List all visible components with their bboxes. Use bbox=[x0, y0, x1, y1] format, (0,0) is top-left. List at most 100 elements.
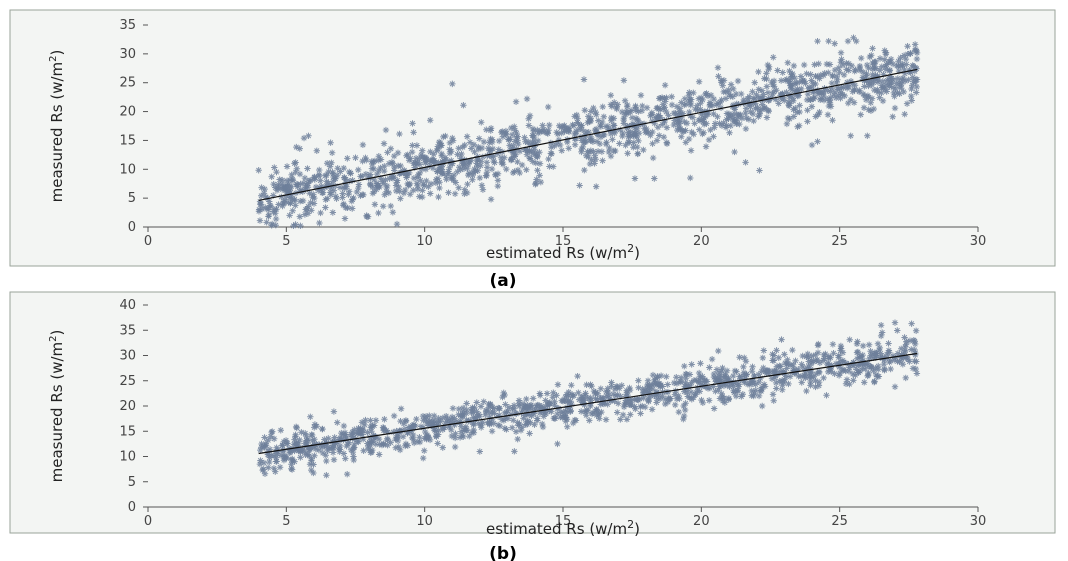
data-point bbox=[310, 469, 317, 477]
data-point bbox=[758, 106, 766, 113]
data-point bbox=[273, 168, 280, 176]
data-point bbox=[754, 104, 761, 111]
data-point bbox=[808, 83, 816, 91]
data-point bbox=[581, 408, 589, 416]
data-point bbox=[871, 349, 878, 356]
data-point bbox=[651, 392, 658, 399]
data-point bbox=[455, 405, 463, 413]
data-point bbox=[465, 170, 473, 177]
data-point bbox=[414, 185, 422, 193]
data-point bbox=[639, 402, 646, 410]
data-point bbox=[532, 405, 539, 412]
data-point bbox=[520, 415, 527, 422]
data-point bbox=[752, 386, 759, 394]
data-point bbox=[661, 82, 669, 89]
data-point bbox=[823, 60, 831, 68]
data-point bbox=[286, 176, 294, 184]
data-point bbox=[286, 212, 293, 219]
data-point bbox=[366, 434, 374, 441]
data-point bbox=[526, 112, 534, 119]
data-point bbox=[763, 70, 770, 77]
data-point bbox=[868, 363, 875, 371]
data-point bbox=[505, 404, 513, 411]
data-point bbox=[383, 184, 390, 192]
data-point bbox=[619, 411, 627, 419]
data-point bbox=[466, 158, 473, 165]
data-point bbox=[673, 119, 681, 127]
data-point bbox=[812, 80, 819, 88]
data-point bbox=[693, 102, 701, 109]
data-point bbox=[714, 64, 722, 71]
data-point bbox=[544, 103, 552, 111]
data-point bbox=[572, 127, 580, 135]
data-point bbox=[668, 93, 675, 100]
data-point bbox=[896, 90, 903, 97]
data-point bbox=[763, 83, 771, 90]
data-point bbox=[750, 95, 757, 102]
data-point bbox=[614, 409, 621, 416]
data-point bbox=[268, 220, 276, 228]
data-point bbox=[477, 424, 485, 431]
data-point bbox=[875, 366, 882, 373]
data-point bbox=[354, 438, 361, 445]
data-point bbox=[463, 426, 471, 434]
data-point bbox=[694, 106, 701, 114]
data-point bbox=[795, 87, 802, 95]
data-point bbox=[752, 381, 759, 388]
data-point bbox=[410, 187, 417, 194]
data-point bbox=[569, 121, 576, 129]
data-point bbox=[757, 96, 765, 103]
data-point bbox=[649, 154, 657, 162]
data-point bbox=[574, 372, 581, 380]
data-point bbox=[571, 130, 578, 138]
data-point bbox=[678, 99, 685, 106]
data-point bbox=[595, 117, 602, 124]
data-point bbox=[419, 187, 426, 194]
data-point bbox=[765, 107, 773, 115]
data-point bbox=[866, 355, 873, 363]
data-point bbox=[786, 102, 793, 110]
data-point bbox=[280, 438, 288, 445]
data-point bbox=[677, 110, 684, 118]
data-point bbox=[458, 157, 465, 165]
data-point bbox=[763, 114, 771, 121]
data-point bbox=[324, 444, 331, 451]
data-point bbox=[463, 133, 471, 140]
data-point bbox=[808, 357, 815, 364]
data-point bbox=[524, 408, 531, 416]
data-point bbox=[907, 92, 915, 100]
data-point bbox=[458, 413, 465, 420]
data-point bbox=[699, 373, 706, 380]
data-point bbox=[624, 150, 631, 157]
data-point bbox=[681, 362, 688, 370]
y-tick-label: 10 bbox=[119, 162, 136, 177]
data-point bbox=[364, 213, 372, 220]
data-point bbox=[645, 386, 653, 394]
data-point bbox=[475, 420, 482, 427]
data-point bbox=[786, 115, 793, 123]
data-point bbox=[255, 167, 262, 174]
data-point bbox=[591, 160, 598, 167]
data-point bbox=[514, 137, 521, 144]
data-point bbox=[286, 449, 293, 457]
data-point bbox=[369, 160, 376, 168]
data-point bbox=[371, 422, 378, 429]
data-point bbox=[891, 93, 898, 100]
x-axis-title: estimated Rs (w/m2) bbox=[486, 518, 640, 538]
data-point bbox=[902, 55, 910, 63]
data-point bbox=[469, 169, 477, 176]
data-point bbox=[909, 62, 916, 69]
data-point bbox=[710, 370, 718, 378]
data-point bbox=[396, 427, 403, 434]
data-point bbox=[468, 409, 475, 416]
data-point bbox=[906, 358, 913, 365]
data-point bbox=[267, 203, 275, 210]
data-point bbox=[516, 148, 524, 155]
data-point bbox=[867, 99, 874, 106]
data-point bbox=[879, 97, 887, 105]
data-point bbox=[630, 139, 638, 146]
data-point bbox=[710, 405, 718, 412]
data-point bbox=[778, 91, 786, 98]
data-point bbox=[483, 159, 491, 166]
data-point bbox=[421, 154, 429, 161]
